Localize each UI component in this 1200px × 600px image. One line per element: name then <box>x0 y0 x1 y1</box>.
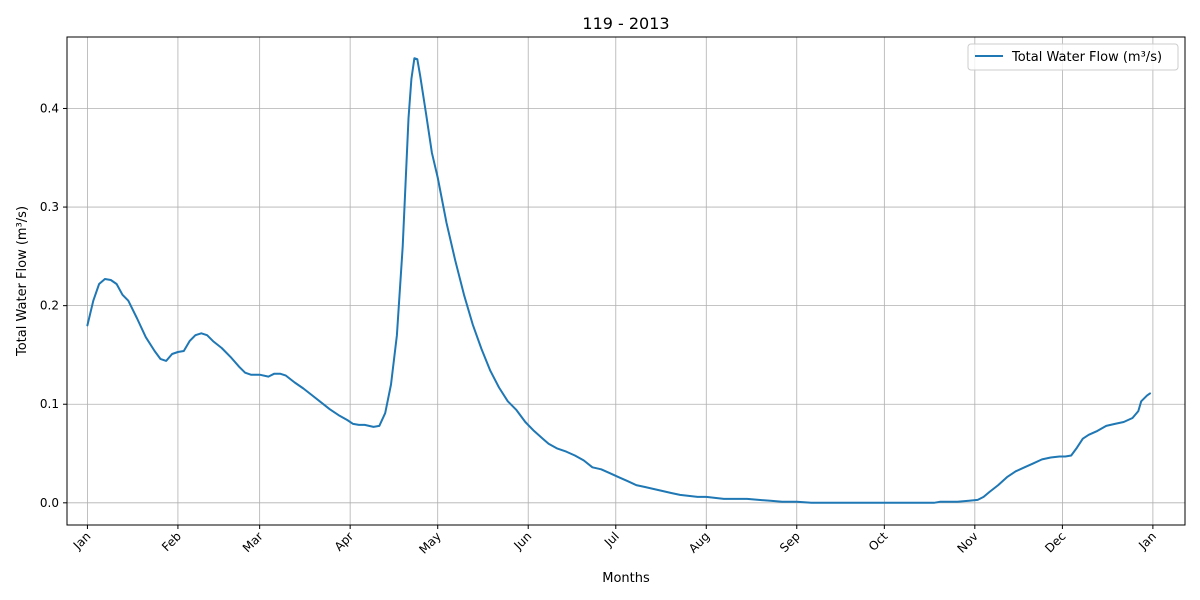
y-axis-label: Total Water Flow (m³/s) <box>15 206 30 357</box>
y-tick-label: 0.4 <box>40 101 59 115</box>
y-axis: 0.0 0.1 0.2 0.3 0.4 <box>40 101 67 510</box>
plot-frame <box>66 36 1186 526</box>
x-axis-label: Months <box>602 571 650 586</box>
y-tick-label: 0.2 <box>40 299 59 313</box>
legend-label: Total Water Flow (m³/s) <box>1011 50 1162 65</box>
grid <box>67 37 1185 525</box>
series-layer <box>86 57 1151 504</box>
series-line <box>86 57 1151 504</box>
legend: Total Water Flow (m³/s) <box>967 43 1179 71</box>
y-tick-label: 0.0 <box>40 496 59 510</box>
y-tick-label: 0.3 <box>40 200 59 214</box>
chart-title: 119 - 2013 <box>582 14 669 33</box>
y-tick-label: 0.1 <box>40 397 59 411</box>
legend-box <box>967 43 1179 71</box>
